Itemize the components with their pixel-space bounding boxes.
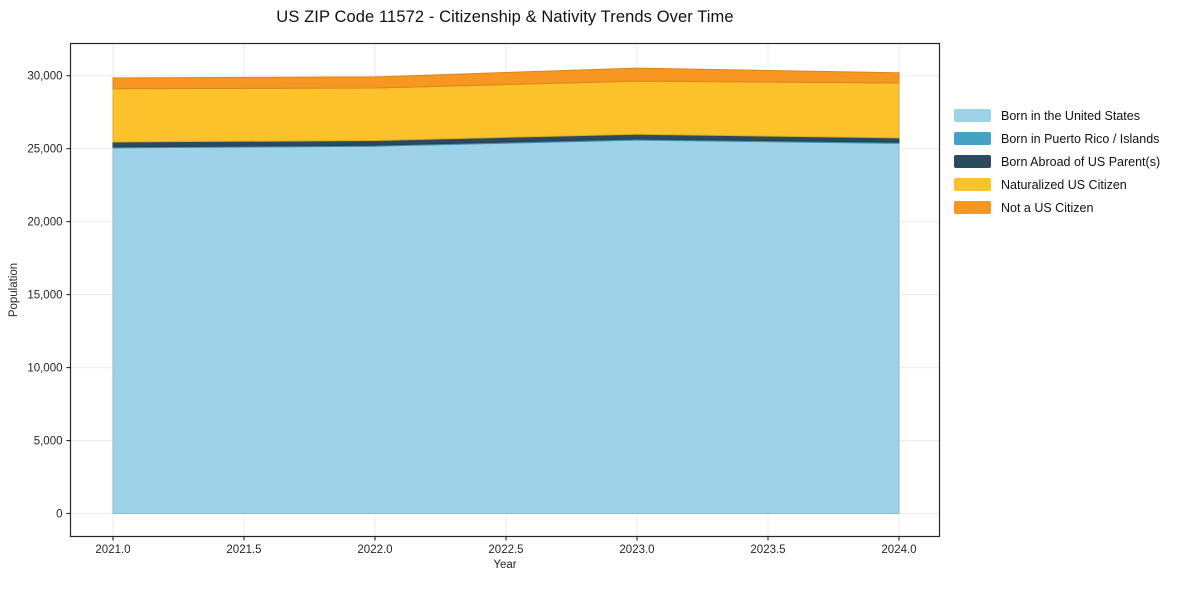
- y-tick-label: 30,000: [27, 71, 62, 83]
- axis-ticks: [66, 75, 900, 541]
- x-tick-label: 2021.0: [95, 544, 130, 556]
- y-tick-label: 0: [56, 509, 62, 521]
- x-tick-label: 2023.5: [750, 544, 785, 556]
- y-tick-label: 15,000: [27, 290, 62, 302]
- legend-swatch: [954, 201, 991, 214]
- legend-item-born-us: Born in the United States: [954, 104, 1160, 127]
- legend-label: Born Abroad of US Parent(s): [1001, 154, 1161, 169]
- y-tick-label: 25,000: [27, 144, 62, 156]
- y-tick-label: 10,000: [27, 363, 62, 375]
- legend-swatch: [954, 178, 991, 191]
- legend-item-born-abroad: Born Abroad of US Parent(s): [954, 150, 1160, 173]
- y-tick-label: 5,000: [34, 436, 63, 448]
- legend-swatch: [954, 109, 991, 122]
- area-layer: [112, 67, 900, 90]
- legend-swatch: [954, 155, 991, 168]
- legend-label: Born in the United States: [1001, 108, 1140, 123]
- legend-label: Not a US Citizen: [1001, 200, 1094, 215]
- legend-item-not-citizen: Not a US Citizen: [954, 196, 1160, 219]
- legend-item-naturalized: Naturalized US Citizen: [954, 173, 1160, 196]
- x-axis-label: Year: [493, 559, 517, 571]
- area-layers: [112, 67, 900, 514]
- area-layer: [112, 80, 900, 143]
- area-layer: [112, 139, 900, 514]
- legend: Born in the United States Born in Puerto…: [954, 104, 1160, 219]
- y-tick-label: 20,000: [27, 217, 62, 229]
- legend-swatch: [954, 132, 991, 145]
- plot-frame: [69, 42, 941, 538]
- legend-label: Naturalized US Citizen: [1001, 177, 1127, 192]
- legend-label: Born in Puerto Rico / Islands: [1001, 131, 1160, 146]
- x-tick-label: 2022.5: [488, 544, 523, 556]
- x-tick-label: 2023.0: [619, 544, 654, 556]
- chart-title: US ZIP Code 11572 - Citizenship & Nativi…: [276, 8, 734, 26]
- x-tick-label: 2024.0: [881, 544, 916, 556]
- legend-item-born-pr: Born in Puerto Rico / Islands: [954, 127, 1160, 150]
- axis-tick-labels: 2021.0 2021.5 2022.0 2022.5 2023.0 2023.5 2024…: [27, 71, 916, 556]
- x-tick-label: 2022.0: [357, 544, 392, 556]
- y-axis-label: Population: [8, 262, 20, 318]
- x-tick-label: 2021.5: [226, 544, 261, 556]
